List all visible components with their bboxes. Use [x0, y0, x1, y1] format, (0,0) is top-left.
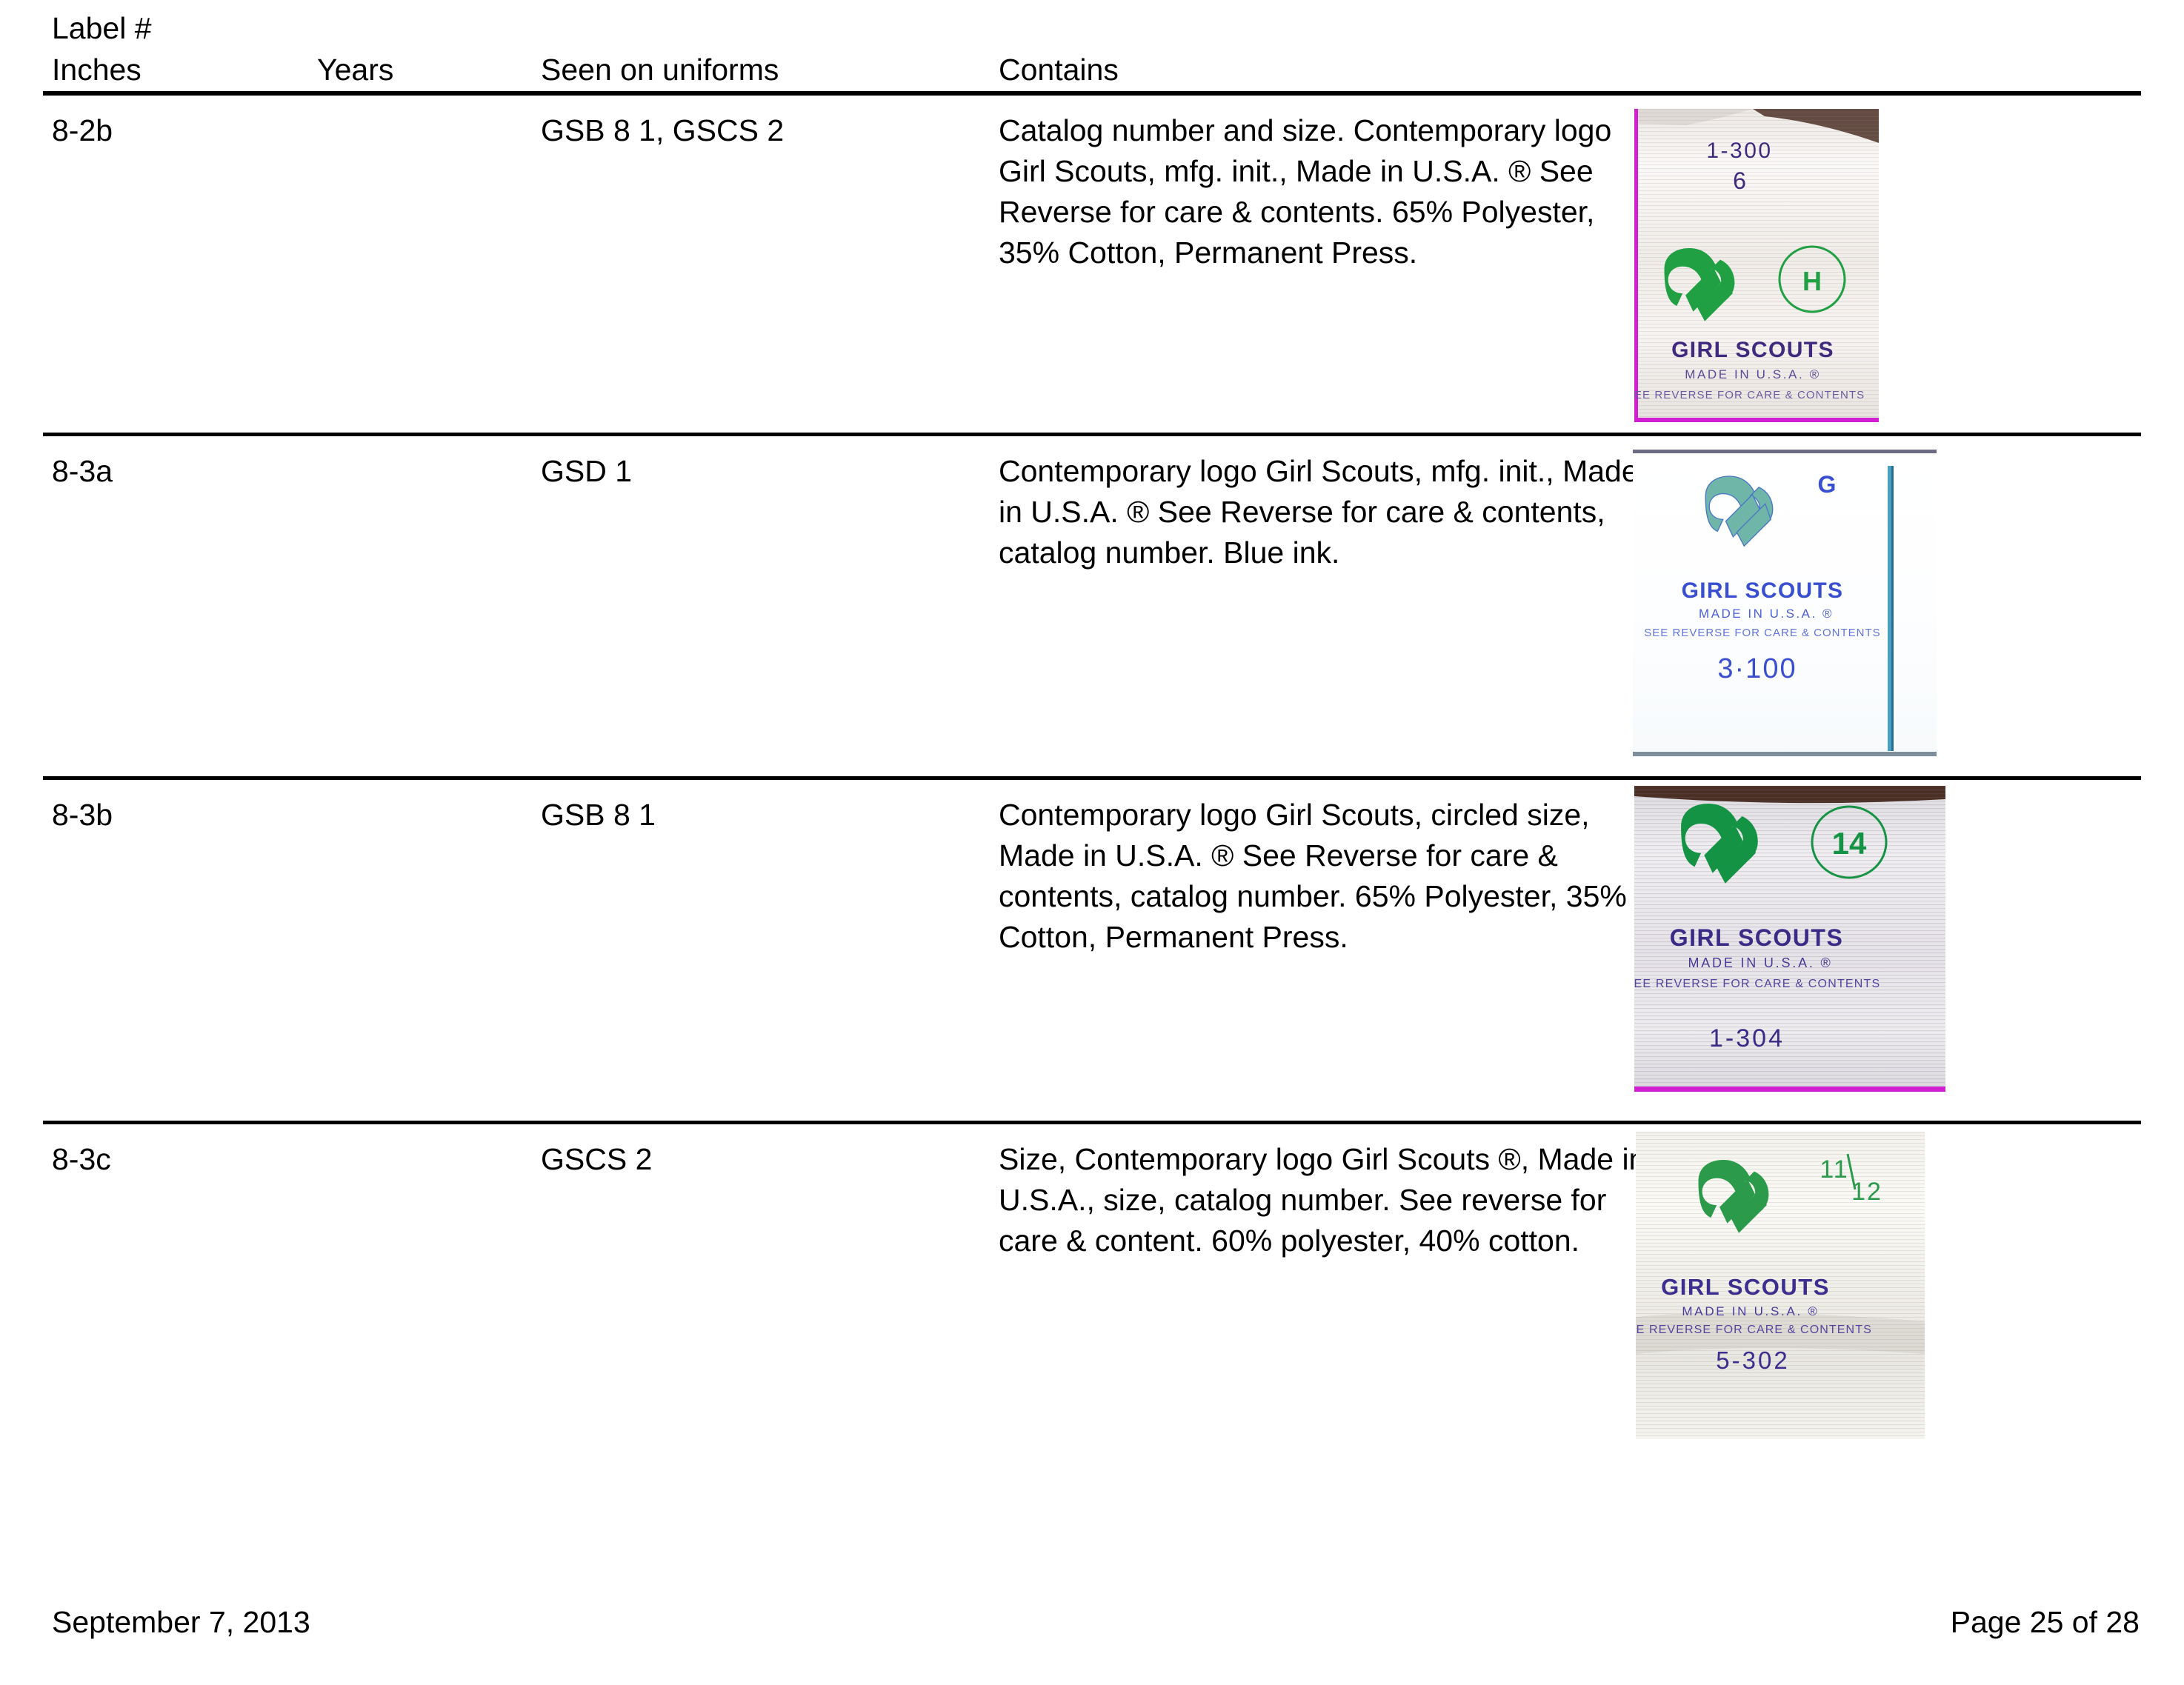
girl-scouts-label-image: 11 12 GIRL SCOUTS MADE IN U.S.A. ® SEE R…: [1636, 1132, 1925, 1439]
column-header-years: Years: [317, 53, 394, 87]
svg-text:GIRL SCOUTS: GIRL SCOUTS: [1670, 924, 1844, 951]
svg-text:SEE REVERSE FOR CARE & CONTENT: SEE REVERSE FOR CARE & CONTENTS: [1644, 627, 1880, 639]
column-header-label-hash: Label #: [52, 11, 152, 45]
cell-label-number: 8-3a: [52, 454, 113, 488]
cell-label-number: 8-3c: [52, 1142, 111, 1176]
label-photo: 14 GIRL SCOUTS MADE IN U.S.A. ® SEE REVE…: [1634, 786, 1945, 1092]
svg-text:MADE IN U.S.A. ®: MADE IN U.S.A. ®: [1688, 955, 1832, 970]
column-header-seen-on-uniforms: Seen on uniforms: [541, 53, 779, 87]
svg-text:MADE IN U.S.A. ®: MADE IN U.S.A. ®: [1685, 367, 1821, 381]
girl-scouts-label-image: G GIRL SCOUTS MADE IN U.S.A. ® SEE REVER…: [1633, 450, 1937, 757]
cell-contains: Size, Contemporary logo Girl Scouts ®, M…: [999, 1142, 1646, 1258]
svg-text:SEE REVERSE FOR CARE & CONTENT: SEE REVERSE FOR CARE & CONTENTS: [1634, 978, 1880, 990]
table-row: 8-3b GSB 8 1 Contemporary logo Girl Scou…: [43, 780, 2141, 1121]
cell-contains: Contemporary logo Girl Scouts, circled s…: [999, 798, 1627, 954]
row-separator-rule: [43, 776, 2141, 780]
table-row: 8-3c GSCS 2 Size, Contemporary logo Girl…: [43, 1124, 2141, 1539]
cell-seen-on-uniforms: GSCS 2: [541, 1142, 653, 1176]
cell-seen-on-uniforms: GSD 1: [541, 454, 633, 488]
svg-text:11: 11: [1820, 1155, 1848, 1184]
mfg-initial: G: [1818, 471, 1837, 498]
label-photo: 1-300 6 H GIRL: [1634, 109, 1879, 422]
mfg-initial-circle: H: [1778, 245, 1846, 313]
row-separator-rule: [43, 1121, 2141, 1124]
cell-seen-on-uniforms: GSB 8 1, GSCS 2: [541, 113, 785, 147]
svg-text:H: H: [1802, 266, 1822, 296]
cell-label-number: 8-3b: [52, 798, 113, 832]
girl-scouts-label-image: 14 GIRL SCOUTS MADE IN U.S.A. ® SEE REVE…: [1634, 786, 1945, 1092]
girl-scouts-label-image: 1-300 6 H GIRL: [1634, 109, 1879, 422]
svg-text:1-304: 1-304: [1709, 1024, 1785, 1052]
header-rule: [43, 91, 2141, 96]
svg-text:MADE IN U.S.A. ®: MADE IN U.S.A. ®: [1682, 1304, 1819, 1318]
cell-contains: Catalog number and size. Contemporary lo…: [999, 113, 1612, 270]
table-row: 8-3a GSD 1 Contemporary logo Girl Scouts…: [43, 436, 2141, 776]
circled-size: 14: [1811, 805, 1888, 879]
footer-date: September 7, 2013: [52, 1605, 310, 1639]
svg-text:GIRL SCOUTS: GIRL SCOUTS: [1661, 1274, 1830, 1300]
svg-text:GIRL SCOUTS: GIRL SCOUTS: [1671, 338, 1834, 362]
column-header-inches: Inches: [52, 53, 142, 87]
label-photo: 11 12 GIRL SCOUTS MADE IN U.S.A. ® SEE R…: [1636, 1132, 1925, 1439]
table-header: Label # Inches Years Seen on uniforms Co…: [43, 0, 2141, 91]
svg-text:SEE REVERSE FOR CARE & CONTENT: SEE REVERSE FOR CARE & CONTENTS: [1636, 1324, 1872, 1336]
cell-label-number: 8-2b: [52, 113, 113, 147]
svg-text:3·100: 3·100: [1717, 653, 1797, 684]
svg-text:14: 14: [1832, 826, 1867, 861]
svg-text:6: 6: [1733, 167, 1746, 194]
svg-text:1-300: 1-300: [1706, 139, 1772, 163]
svg-text:12: 12: [1851, 1178, 1882, 1206]
page-footer: September 7, 2013 Page 25 of 28: [43, 1602, 2141, 1646]
row-separator-rule: [43, 433, 2141, 436]
svg-text:SEE REVERSE FOR CARE & CONTENT: SEE REVERSE FOR CARE & CONTENTS: [1634, 389, 1865, 401]
footer-page-number: Page 25 of 28: [1950, 1605, 2140, 1639]
label-photo: G GIRL SCOUTS MADE IN U.S.A. ® SEE REVER…: [1633, 450, 1937, 757]
size-fraction: 11 12: [1820, 1153, 1882, 1206]
svg-text:MADE IN U.S.A. ®: MADE IN U.S.A. ®: [1699, 607, 1834, 621]
svg-text:5-302: 5-302: [1716, 1347, 1789, 1374]
cell-seen-on-uniforms: GSB 8 1: [541, 798, 656, 832]
column-header-contains: Contains: [999, 53, 1119, 87]
cell-contains: Contemporary logo Girl Scouts, mfg. init…: [999, 454, 1639, 570]
table-row: 8-2b GSB 8 1, GSCS 2 Catalog number and …: [43, 96, 2141, 433]
svg-text:GIRL SCOUTS: GIRL SCOUTS: [1682, 578, 1844, 603]
